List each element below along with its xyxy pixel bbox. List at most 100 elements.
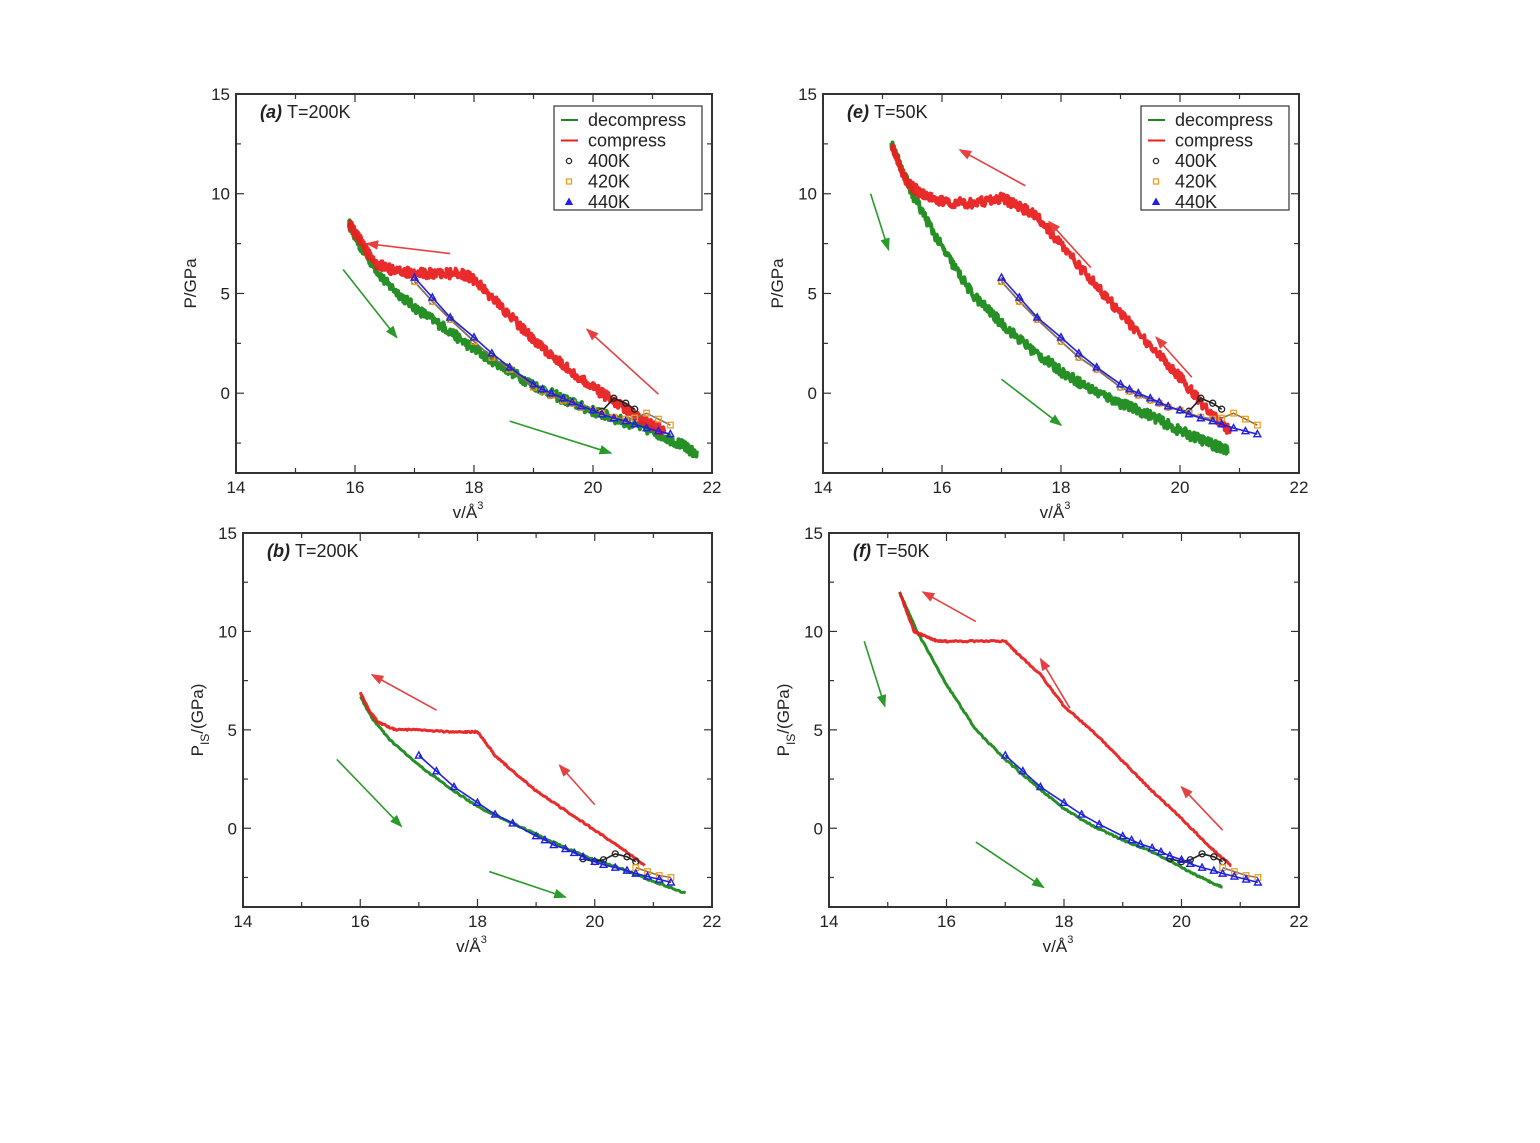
panel-temperature: T=200K bbox=[287, 102, 351, 122]
x-tick-label: 20 bbox=[584, 478, 603, 497]
marker-440k bbox=[1126, 835, 1137, 844]
legend-label: decompress bbox=[1175, 110, 1273, 130]
x-tick-label: 14 bbox=[814, 478, 833, 497]
direction-arrow-decompress bbox=[488, 870, 567, 899]
legend-label: 400K bbox=[1175, 151, 1217, 171]
legend-label: compress bbox=[1175, 131, 1253, 151]
series-decompress-line bbox=[359, 695, 687, 895]
x-tick-label: 16 bbox=[937, 912, 956, 931]
y-tick-label: 15 bbox=[211, 85, 230, 104]
marker-440k bbox=[622, 865, 632, 874]
marker-400k bbox=[1198, 850, 1206, 858]
y-axis-label-sub: IS bbox=[784, 734, 798, 745]
direction-arrow-compress bbox=[1155, 336, 1193, 378]
y-tick-label: 10 bbox=[804, 622, 823, 641]
marker-400k bbox=[1209, 399, 1217, 407]
marker-440k bbox=[1074, 348, 1084, 357]
y-tick-label: 15 bbox=[218, 524, 237, 543]
marker-420k bbox=[1230, 868, 1238, 876]
panel-title: (e) T=50K bbox=[847, 102, 928, 122]
x-axis-label: v/Å3 bbox=[1040, 500, 1071, 522]
x-axis-label-sup: 3 bbox=[481, 934, 487, 946]
x-axis-label-text: v/Å bbox=[1043, 937, 1068, 956]
series-k400-line bbox=[1169, 853, 1223, 863]
marker-440k bbox=[996, 272, 1007, 281]
marker-440k bbox=[609, 413, 619, 422]
legend-marker-circle bbox=[565, 157, 573, 165]
x-axis-label-sup: 3 bbox=[1067, 934, 1073, 946]
marker-440k bbox=[1252, 429, 1262, 438]
marker-420k bbox=[1242, 872, 1250, 879]
marker-440k bbox=[597, 409, 607, 418]
marker-440k bbox=[449, 781, 459, 791]
marker-440k bbox=[1185, 858, 1195, 867]
marker-440k bbox=[1196, 413, 1206, 422]
marker-440k bbox=[540, 835, 550, 844]
marker-440k bbox=[1163, 401, 1173, 410]
marker-420k bbox=[1253, 421, 1261, 429]
panel-tag: (b) bbox=[267, 541, 290, 561]
marker-440k bbox=[569, 847, 579, 857]
y-tick-label: 5 bbox=[228, 721, 237, 740]
marker-420k bbox=[655, 872, 663, 879]
y-axis-label: P/GPa bbox=[181, 258, 200, 309]
y-tick-label: 0 bbox=[814, 819, 823, 838]
legend-marker-circle bbox=[1152, 157, 1160, 165]
direction-arrow-decompress bbox=[336, 758, 403, 828]
x-tick-label: 20 bbox=[1171, 478, 1190, 497]
marker-440k bbox=[1217, 419, 1227, 428]
x-axis-label-sup: 3 bbox=[1064, 500, 1070, 512]
marker-400k bbox=[1197, 394, 1205, 402]
direction-arrow-compress bbox=[365, 240, 451, 255]
marker-440k bbox=[576, 401, 586, 410]
marker-440k bbox=[508, 818, 518, 827]
direction-arrow-compress bbox=[1048, 220, 1092, 269]
series-decompress-line bbox=[889, 140, 1230, 456]
y-tick-label: 5 bbox=[814, 721, 823, 740]
marker-440k bbox=[1229, 871, 1239, 880]
marker-420k bbox=[644, 868, 651, 876]
y-tick-label: 5 bbox=[808, 284, 817, 303]
y-axis-label: PIS/(GPa) bbox=[774, 684, 798, 757]
marker-440k bbox=[1115, 379, 1126, 388]
marker-440k bbox=[1240, 426, 1251, 435]
marker-420k bbox=[667, 874, 675, 881]
series-k420-line bbox=[1222, 866, 1259, 879]
y-tick-label: 15 bbox=[798, 85, 817, 104]
marker-420k bbox=[488, 353, 496, 361]
panel-tag: (f) bbox=[853, 541, 871, 561]
marker-420k bbox=[666, 421, 674, 429]
x-tick-label: 20 bbox=[585, 912, 604, 931]
marker-400k bbox=[599, 856, 608, 864]
plot-area bbox=[863, 591, 1263, 889]
marker-420k bbox=[1230, 409, 1237, 417]
legend-label: 440K bbox=[1175, 192, 1217, 212]
marker-440k bbox=[1209, 865, 1219, 874]
legend-box bbox=[553, 105, 703, 211]
series-decompress-line bbox=[898, 591, 1224, 889]
marker-440k bbox=[1135, 838, 1145, 848]
legend-marker-triangle bbox=[1151, 197, 1161, 205]
marker-440k bbox=[653, 426, 664, 435]
x-axis-label: v/Å3 bbox=[1043, 934, 1074, 956]
marker-440k bbox=[1000, 750, 1010, 759]
marker-420k bbox=[1075, 353, 1083, 361]
marker-440k bbox=[1184, 409, 1194, 418]
y-tick-label: 0 bbox=[808, 384, 817, 403]
x-tick-label: 14 bbox=[227, 478, 246, 497]
legend-box bbox=[1140, 105, 1290, 211]
y-axis-label-tail: /(GPa) bbox=[188, 684, 207, 734]
marker-440k bbox=[487, 348, 497, 357]
marker-440k bbox=[1094, 819, 1104, 828]
marker-400k bbox=[610, 394, 618, 402]
marker-440k bbox=[631, 868, 641, 877]
marker-440k bbox=[531, 831, 541, 840]
marker-400k bbox=[622, 399, 630, 407]
plot-frame bbox=[242, 532, 713, 908]
direction-arrow-compress bbox=[921, 591, 977, 623]
marker-440k bbox=[621, 416, 631, 425]
marker-440k bbox=[560, 843, 571, 853]
